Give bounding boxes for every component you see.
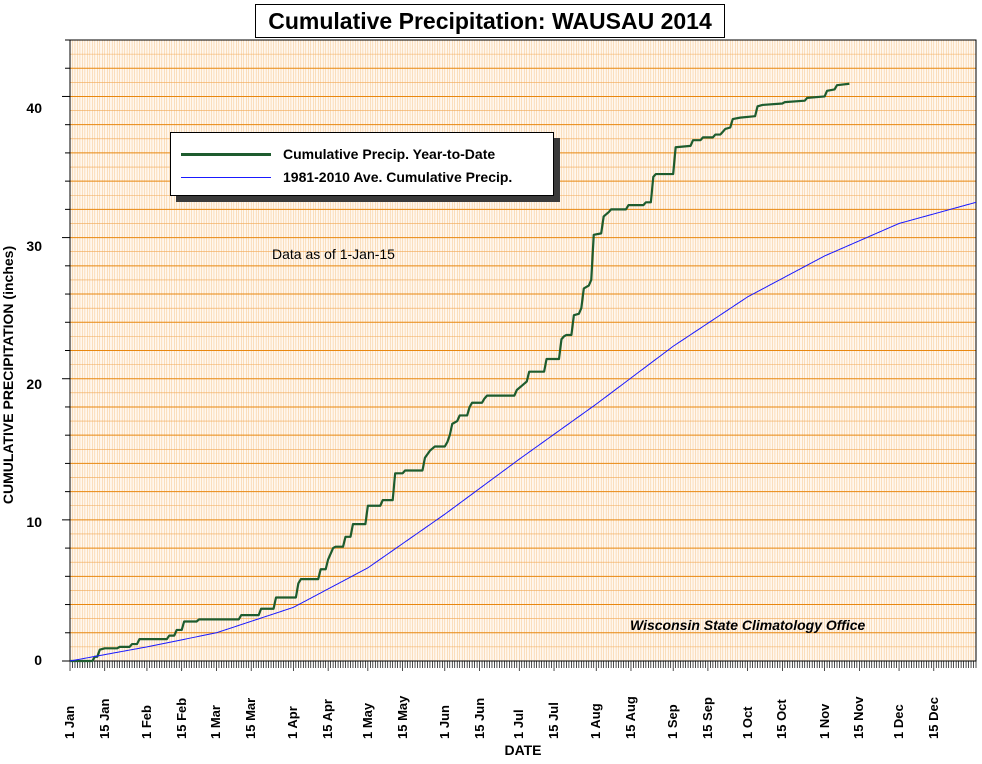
- x-tick-label: 1 Jan: [62, 705, 77, 739]
- x-tick-label: 15 Jul: [546, 702, 562, 739]
- data-date-note: Data as of 1-Jan-15: [272, 246, 395, 262]
- y-minor-ticks: [62, 39, 70, 662]
- x-tick-label: 15 Mar: [243, 697, 259, 739]
- y-tick-label: 20: [26, 376, 42, 392]
- y-tick-label: 40: [26, 100, 42, 116]
- legend-swatch: [181, 152, 271, 156]
- series-line-average: [69, 201, 977, 662]
- credit-text: Wisconsin State Climatology Office: [630, 617, 866, 633]
- series-line-year-to-date: [70, 82, 850, 663]
- x-tick-label: 1 Dec: [891, 704, 907, 739]
- x-tick-label: 1 Apr: [285, 706, 301, 739]
- x-tick-label: 1 Feb: [138, 705, 154, 739]
- x-tick-label: 1 Jul: [511, 709, 527, 739]
- x-tick-label: 1 Oct: [739, 706, 755, 739]
- legend-label: 1981-2010 Ave. Cumulative Precip.: [283, 169, 513, 185]
- legend-swatch: [181, 176, 271, 178]
- y-tick-label: 0: [34, 652, 42, 668]
- x-tick-label: 15 Sep: [699, 697, 715, 739]
- x-tick-label: 1 May: [359, 702, 375, 739]
- x-tick-label: 15 Jun: [471, 697, 487, 739]
- horizontal-gridlines: [70, 39, 976, 648]
- x-axis-label: DATE: [504, 742, 542, 758]
- x-tick-label: 15 Nov: [851, 696, 867, 739]
- x-tick-label: 1 Mar: [208, 705, 224, 739]
- x-tick-label: 1 Nov: [816, 703, 832, 739]
- legend-label: Cumulative Precip. Year-to-Date: [283, 146, 496, 162]
- legend-entry-year-to-date: Cumulative Precip. Year-to-Date: [181, 144, 495, 164]
- x-tick-label: 1 Aug: [588, 703, 604, 739]
- x-tick-label: 15 Feb: [173, 697, 189, 739]
- x-tick-label: 15 Jan: [96, 698, 112, 739]
- y-axis-label: CUMULATIVE PRECIPITATION (inches): [0, 245, 16, 505]
- x-tick-label: 15 Dec: [925, 697, 941, 739]
- legend: Cumulative Precip. Year-to-Date 1981-201…: [170, 132, 554, 196]
- y-tick-label: 30: [26, 238, 42, 254]
- legend-entry-average: 1981-2010 Ave. Cumulative Precip.: [181, 167, 512, 187]
- x-tick-label: 15 Apr: [320, 699, 336, 739]
- x-tick-label: 15 Aug: [622, 696, 638, 739]
- y-tick-label: 10: [26, 514, 42, 530]
- series-layer: [69, 82, 977, 663]
- x-tick-label: 1 Jun: [436, 705, 452, 739]
- x-tick-label: 15 May: [394, 695, 410, 739]
- chart-title: Cumulative Precipitation: WAUSAU 2014: [255, 4, 725, 38]
- x-minor-ticks: [69, 661, 977, 671]
- x-tick-label: 1 Sep: [665, 704, 681, 739]
- plot-frame: [69, 39, 977, 662]
- x-tick-label: 15 Oct: [774, 699, 790, 739]
